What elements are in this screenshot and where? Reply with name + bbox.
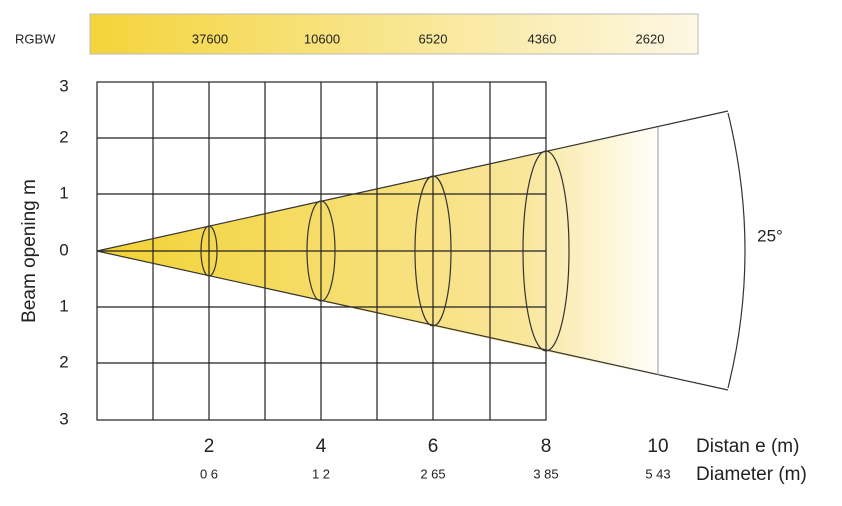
grid: [96, 81, 547, 421]
diameter-value: 5 43: [645, 466, 670, 481]
diameter-value: 0 6: [200, 466, 218, 481]
x-tick-label: 8: [541, 436, 552, 457]
x-tick-label: 6: [428, 436, 439, 457]
y-tick-label: 2: [59, 127, 68, 146]
diameter-title: Diameter (m): [696, 464, 807, 485]
beam-section: [414, 175, 452, 327]
x-tick-label: 10: [647, 436, 668, 457]
x-tick-label: 4: [316, 436, 327, 457]
y-tick-label: 3: [59, 409, 68, 428]
y-axis-title: Beam opening m: [19, 179, 40, 323]
lux-value: 4360: [528, 31, 557, 46]
beam-section: [200, 225, 218, 277]
y-tick-label: 2: [59, 352, 68, 371]
beam-section: [306, 200, 336, 302]
lux-value: 10600: [304, 31, 340, 46]
beam-angle: 25°: [757, 226, 783, 245]
y-tick-label: 0: [59, 240, 68, 259]
diameter-value: 3 85: [533, 466, 558, 481]
angle-arc: [727, 112, 746, 389]
beam-section: [522, 150, 570, 352]
lux-bar: RGBW 37600 10600 6520 4360 2620: [15, 13, 699, 55]
y-tick-label: 1: [59, 296, 68, 315]
x-tick-label: 2: [204, 436, 215, 457]
beam-outline: [96, 110, 746, 391]
lux-bar-bg: [89, 13, 699, 55]
beam-edge: [96, 110, 729, 252]
x-axis-title: Distan e (m): [696, 436, 799, 457]
diameter-value: 2 65: [420, 466, 445, 481]
lux-value: 37600: [192, 31, 228, 46]
bar-label: RGBW: [15, 31, 56, 46]
diameter-value: 1 2: [312, 466, 330, 481]
y-tick-label: 3: [59, 76, 68, 95]
lux-value: 2620: [636, 31, 665, 46]
y-tick-label: 1: [59, 183, 68, 202]
beam-edge: [96, 250, 729, 391]
lux-value: 6520: [419, 31, 448, 46]
